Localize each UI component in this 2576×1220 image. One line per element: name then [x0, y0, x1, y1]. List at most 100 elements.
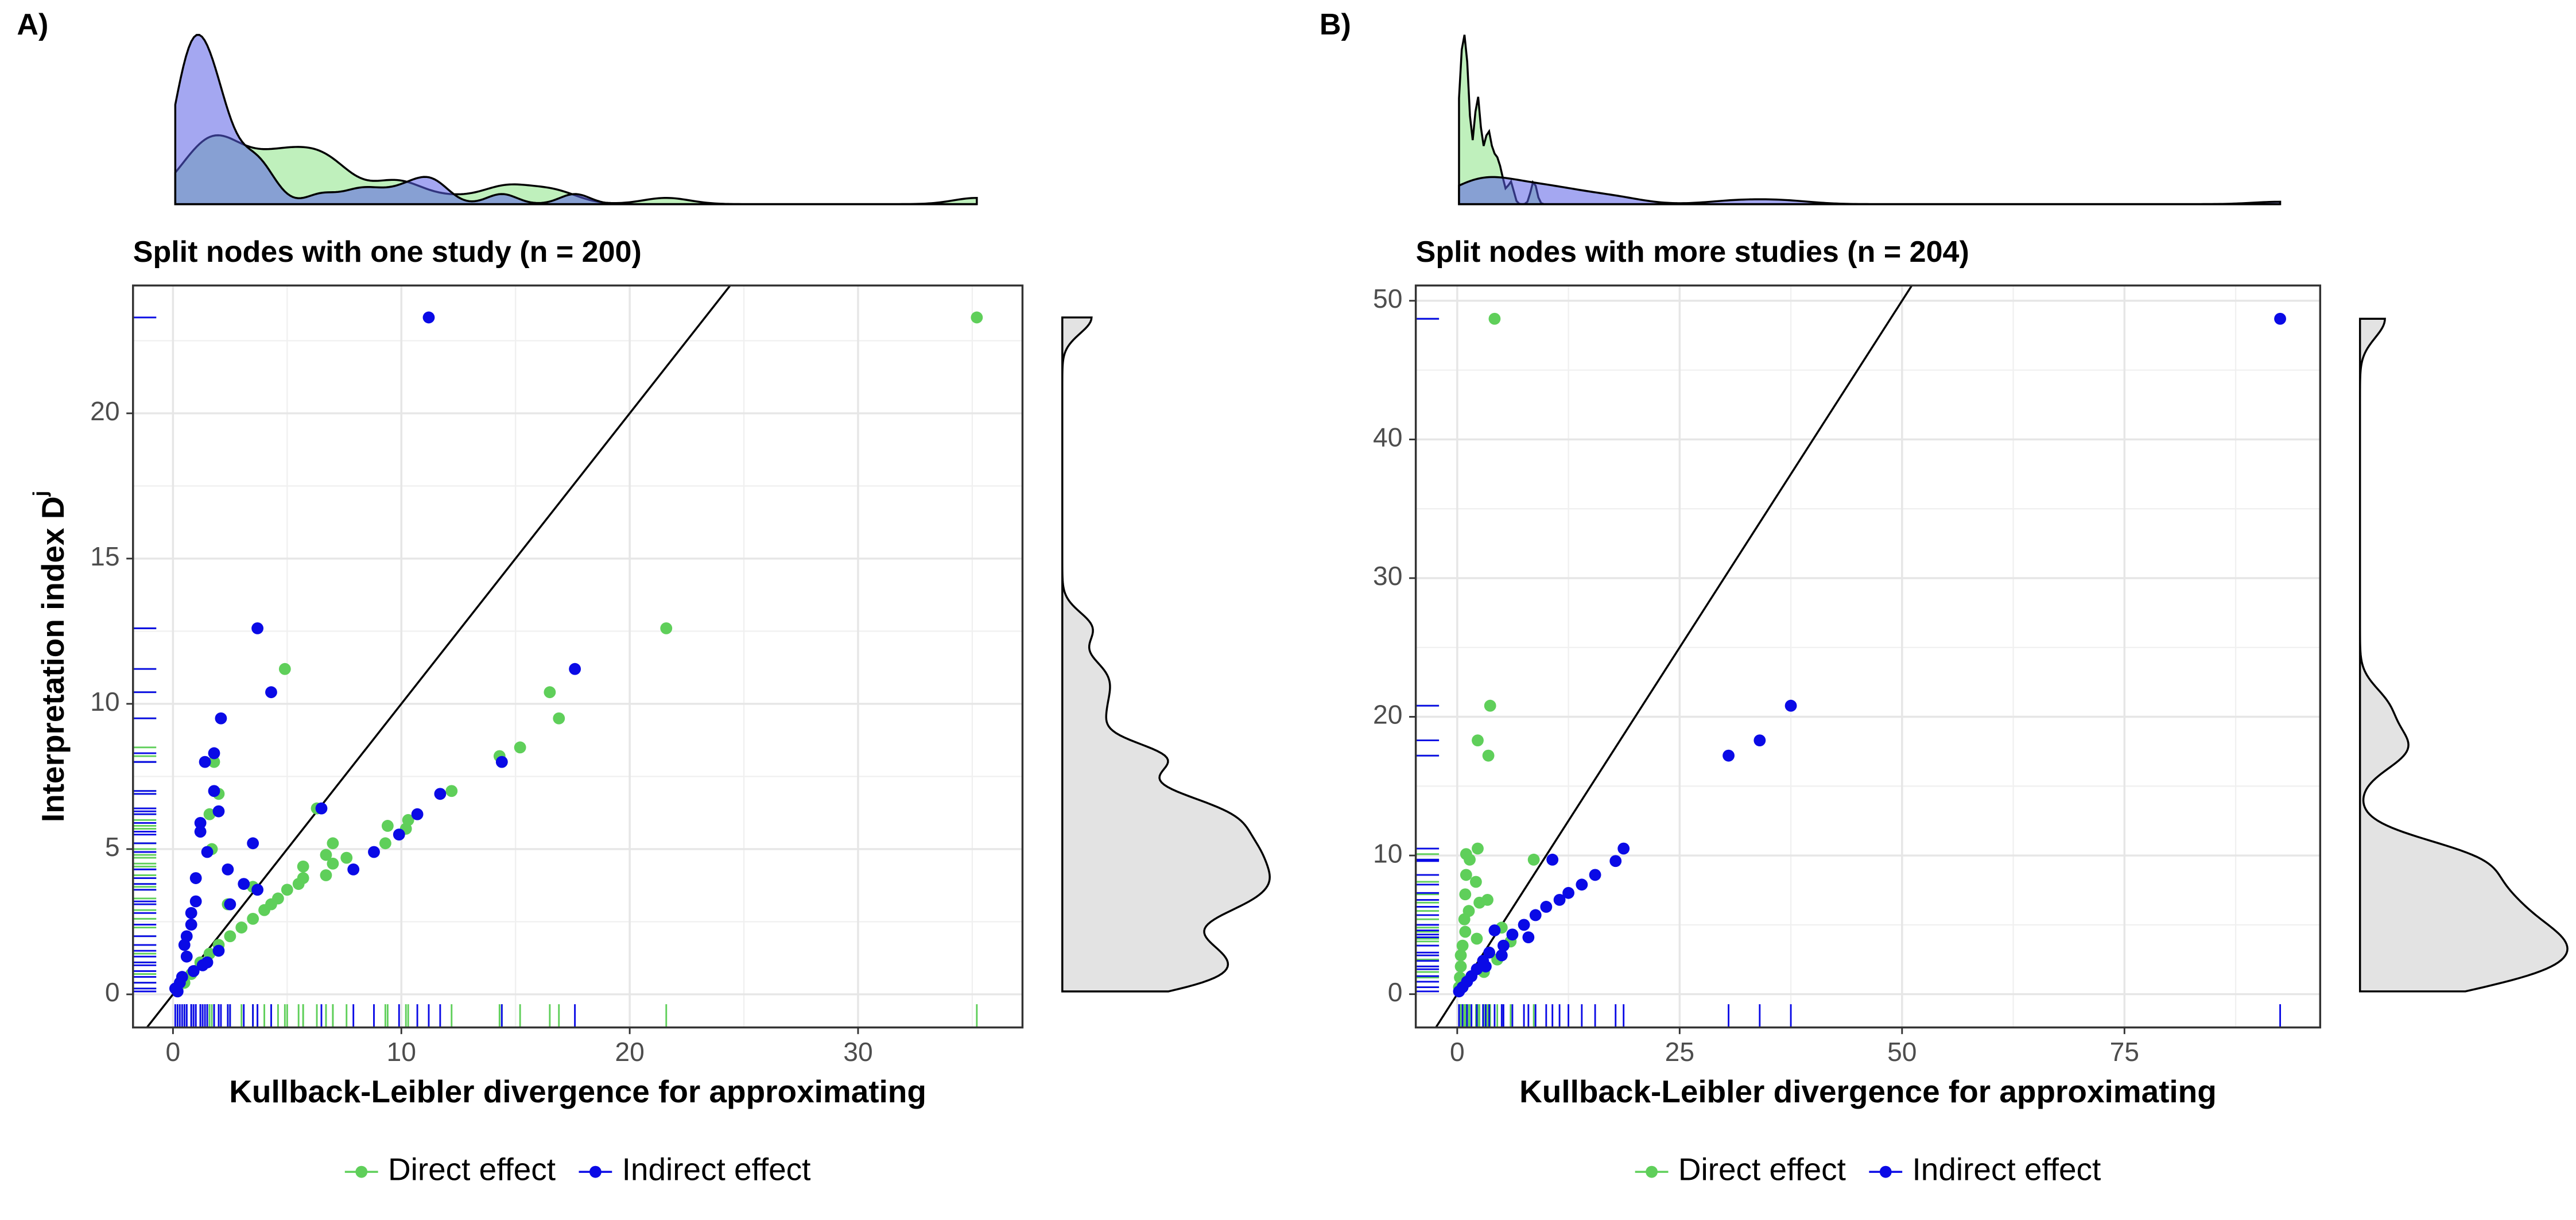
y-tick-label: 20 [1373, 700, 1402, 730]
x-tick-label: 25 [1665, 1037, 1694, 1067]
point [1784, 699, 1797, 712]
point [569, 663, 581, 675]
point [327, 857, 339, 870]
point [1459, 925, 1472, 938]
point [212, 944, 225, 957]
identity-line [145, 285, 732, 1028]
plot-area [1415, 285, 2286, 1028]
point [265, 686, 277, 699]
point [187, 965, 200, 977]
point [553, 712, 565, 725]
legend-key [589, 1165, 602, 1178]
point [411, 808, 424, 820]
point [1469, 876, 1482, 888]
x-tick-label: 0 [1450, 1037, 1465, 1067]
y-tick-label: 0 [105, 977, 120, 1007]
point [514, 741, 526, 754]
y-tick-label: 10 [90, 687, 119, 716]
point [203, 808, 216, 820]
point [1488, 312, 1501, 325]
y-axis-label-main: Interpretation index D [34, 496, 70, 822]
x-tick-label: 10 [387, 1037, 416, 1067]
point [199, 756, 211, 768]
point [222, 863, 234, 876]
point [281, 884, 293, 896]
y-tick-label: 50 [1373, 284, 1402, 313]
point [1454, 949, 1467, 962]
identity-line [1434, 285, 1913, 1028]
panel-border [1414, 284, 2322, 1029]
point [171, 985, 184, 998]
point [224, 898, 236, 911]
point [235, 921, 248, 934]
point [1472, 842, 1484, 855]
chart-title: Split nodes with one study (n = 200) [133, 235, 642, 269]
point [178, 939, 191, 951]
point [238, 878, 250, 890]
point [1472, 734, 1484, 747]
point [1589, 869, 1601, 881]
point [1529, 909, 1542, 921]
point [258, 904, 270, 916]
point [495, 756, 508, 768]
point [315, 802, 328, 815]
point [1460, 869, 1472, 881]
point [208, 747, 220, 760]
point [1617, 842, 1630, 855]
legend-label: Direct effect [1678, 1152, 1846, 1187]
point [1483, 946, 1496, 959]
panel-border [132, 284, 1024, 1029]
top-density [174, 33, 977, 206]
point [381, 820, 394, 832]
point [180, 950, 193, 963]
legend-key [355, 1165, 368, 1178]
point [1522, 931, 1535, 944]
point [1453, 985, 1465, 998]
right-density [1061, 316, 1271, 993]
point [215, 712, 227, 725]
point [379, 837, 391, 850]
x-tick-label: 30 [843, 1037, 872, 1067]
point [1458, 913, 1471, 925]
point [1471, 932, 1483, 945]
y-tick-label: 40 [1373, 423, 1402, 452]
point [1540, 901, 1553, 913]
point [422, 311, 435, 324]
x-tick-label: 50 [1887, 1037, 1917, 1067]
point [393, 828, 405, 841]
panel-label: A) [17, 8, 48, 41]
legend: Direct effect Indirect effect [1635, 1152, 2101, 1187]
point [247, 837, 259, 850]
legend-label: Direct effect [388, 1152, 556, 1187]
point [189, 895, 202, 908]
y-tick-label: 30 [1373, 561, 1402, 591]
point [320, 869, 332, 881]
y-tick-label: 5 [105, 832, 120, 862]
x-tick-label: 20 [615, 1037, 644, 1067]
point [1498, 939, 1510, 952]
point [1562, 886, 1574, 899]
legend-key [1879, 1165, 1892, 1178]
point [1454, 960, 1467, 973]
point [1609, 855, 1622, 867]
point [320, 849, 332, 861]
point [292, 878, 305, 890]
point [1722, 749, 1735, 762]
point [1553, 893, 1566, 906]
point [185, 907, 197, 919]
x-tick-label: 0 [166, 1037, 181, 1067]
y-tick-label: 15 [90, 541, 119, 571]
point [1546, 853, 1559, 866]
point [347, 863, 360, 876]
point [368, 846, 380, 858]
point [544, 686, 556, 699]
point [1484, 699, 1496, 712]
legend: Direct effect Indirect effect [344, 1152, 810, 1187]
legend-label: Indirect effect [1912, 1152, 2101, 1187]
point [1576, 878, 1588, 891]
point [660, 622, 673, 634]
right-density [2358, 317, 2569, 993]
point [2274, 312, 2286, 325]
point [208, 785, 220, 797]
